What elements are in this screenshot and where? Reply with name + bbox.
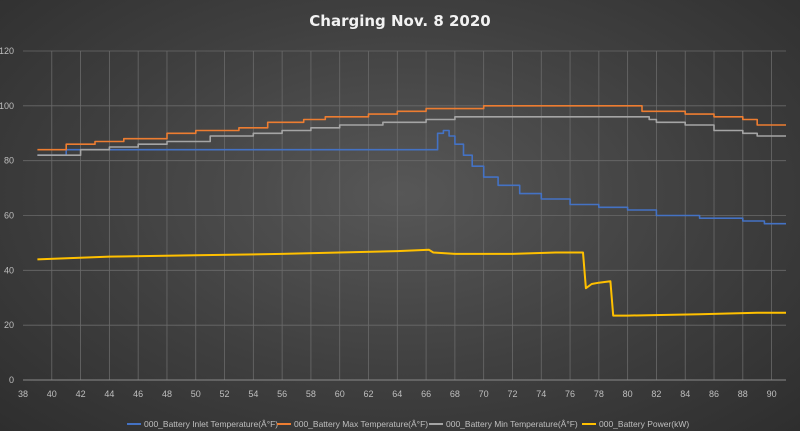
y-tick-label: 100 (0, 101, 14, 111)
series-line (37, 116, 786, 156)
gridlines (23, 50, 786, 380)
x-tick-label: 76 (565, 389, 575, 399)
series-line (37, 248, 786, 317)
y-tick-label: 20 (4, 320, 14, 330)
legend-label: 000_Battery Max Temperature(Â°F) (294, 419, 428, 429)
legend-label: 000_Battery Inlet Temperature(Â°F) (144, 419, 278, 429)
x-tick-label: 72 (507, 389, 517, 399)
legend: 000_Battery Inlet Temperature(Â°F) 000_Ba… (127, 419, 689, 429)
x-tick-label: 68 (450, 389, 460, 399)
x-tick-label: 48 (162, 389, 172, 399)
y-tick-label: 60 (4, 211, 14, 221)
y-tick-label: 40 (4, 265, 14, 275)
x-tick-label: 58 (306, 389, 316, 399)
x-tick-label: 84 (680, 389, 690, 399)
x-tick-label: 44 (104, 389, 114, 399)
x-tick-label: 46 (133, 389, 143, 399)
x-tick-label: 70 (479, 389, 489, 399)
x-tick-label: 78 (594, 389, 604, 399)
x-tick-label: 82 (651, 389, 661, 399)
x-tick-label: 88 (738, 389, 748, 399)
x-tick-label: 62 (364, 389, 374, 399)
x-tick-label: 56 (277, 389, 287, 399)
y-tick-label: 0 (9, 375, 14, 385)
series-lines (37, 105, 786, 317)
x-tick-label: 42 (76, 389, 86, 399)
x-tick-label: 66 (421, 389, 431, 399)
x-tick-label: 60 (335, 389, 345, 399)
legend-label: 000_Battery Min Temperature(Â°F) (446, 419, 578, 429)
y-tick-label: 120 (0, 46, 14, 56)
x-tick-label: 86 (709, 389, 719, 399)
x-tick-label: 54 (248, 389, 258, 399)
chart-title: Charging Nov. 8 2020 (309, 12, 490, 30)
x-tick-label: 40 (47, 389, 57, 399)
x-tick-label: 80 (623, 389, 633, 399)
x-tick-label: 50 (191, 389, 201, 399)
series-line (37, 105, 786, 151)
x-tick-label: 90 (767, 389, 777, 399)
x-tick-label: 74 (536, 389, 546, 399)
legend-label: 000_Battery Power(kW) (599, 419, 689, 429)
y-tick-label: 80 (4, 156, 14, 166)
x-tick-label: 52 (220, 389, 230, 399)
x-tick-label: 38 (18, 389, 28, 399)
series-line (37, 129, 786, 225)
axes: 0 20 40 60 80 100 120 38 40 42 44 46 48 50 52 54 56 58 60 6… (0, 46, 786, 399)
x-tick-label: 64 (392, 389, 402, 399)
